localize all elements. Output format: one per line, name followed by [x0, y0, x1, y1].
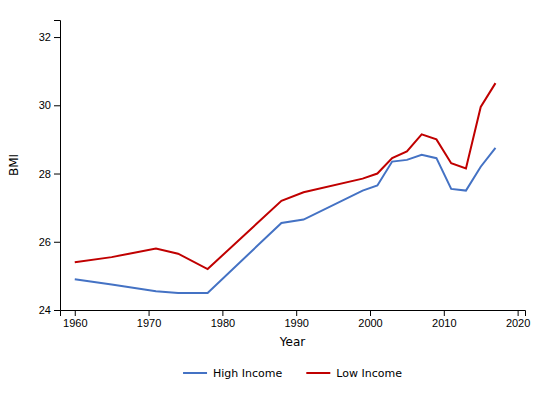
- y-axis: 24 26 28 30 32: [39, 21, 61, 317]
- tick: 28: [39, 168, 60, 180]
- tick: 2010: [432, 310, 456, 329]
- tick-label: 2010: [432, 317, 456, 329]
- tick: 1980: [211, 310, 235, 329]
- legend-item: Low Income: [306, 367, 402, 380]
- x-axis-title: Year: [279, 335, 305, 349]
- tick: 1990: [284, 310, 308, 329]
- tick-mark: [370, 310, 371, 316]
- tick-label: 2000: [358, 317, 382, 329]
- tick: 32: [39, 31, 60, 43]
- tick: 1970: [137, 310, 161, 329]
- tick-label: 30: [39, 99, 51, 111]
- tick: 26: [39, 236, 60, 248]
- legend: High Income Low Income: [183, 367, 402, 380]
- legend-label: Low Income: [336, 367, 402, 380]
- legend-swatch: [306, 372, 330, 374]
- tick-label: 1990: [284, 317, 308, 329]
- tick-label: 2020: [506, 317, 530, 329]
- tick-label: 24: [39, 304, 51, 316]
- tick-label: 1980: [211, 317, 235, 329]
- tick-mark: [296, 310, 297, 316]
- tick-label: 28: [39, 168, 51, 180]
- y-axis-title: BMI: [7, 154, 21, 176]
- series-line: [75, 148, 496, 293]
- tick-mark: [444, 310, 445, 316]
- axis-line: [61, 311, 526, 317]
- lines: [75, 83, 496, 293]
- tick-label: 32: [39, 31, 51, 43]
- tick: 2020: [506, 310, 530, 329]
- tick-label: 26: [39, 236, 51, 248]
- tick-label: 1970: [137, 317, 161, 329]
- tick: 24: [39, 304, 60, 316]
- tick-mark: [518, 310, 519, 316]
- series-line: [75, 83, 496, 269]
- legend-swatch: [183, 372, 207, 374]
- tick-mark: [54, 242, 60, 243]
- plot: 1960 1970 1980 1990 2000 2010 2020 24 26 28 30 32 Ye…: [7, 21, 530, 350]
- tick-mark: [54, 310, 60, 311]
- tick-mark: [54, 174, 60, 175]
- tick-mark: [54, 37, 60, 38]
- tick-label: 1960: [63, 317, 87, 329]
- legend-item: High Income: [183, 367, 282, 380]
- axis-line: [54, 21, 61, 311]
- tick: 30: [39, 99, 60, 111]
- tick-mark: [75, 310, 76, 316]
- tick: 2000: [358, 310, 382, 329]
- x-axis: 1960 1970 1980 1990 2000 2010 2020: [61, 310, 531, 329]
- tick-mark: [149, 310, 150, 316]
- tick-mark: [222, 310, 223, 316]
- tick-mark: [54, 105, 60, 106]
- legend-label: High Income: [213, 367, 282, 380]
- tick: 1960: [63, 310, 87, 329]
- chart: 1960 1970 1980 1990 2000 2010 2020 24 26 28 30 32 Ye…: [0, 0, 550, 395]
